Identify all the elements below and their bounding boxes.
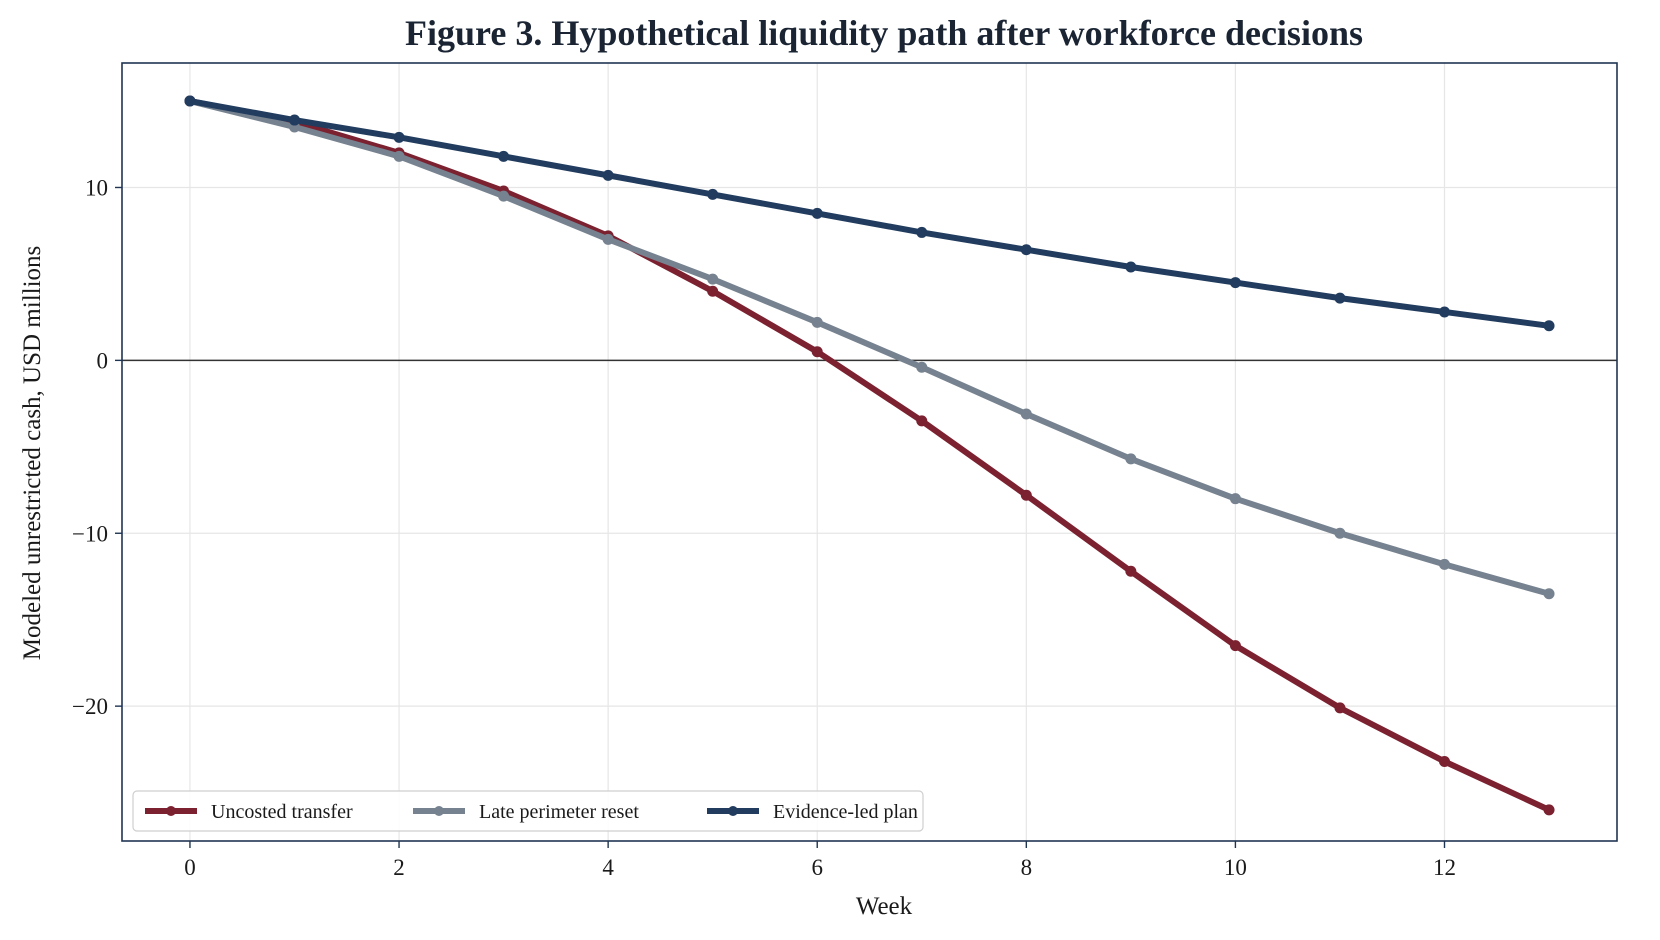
legend-marker-1 (434, 806, 444, 816)
series-0-point-7 (916, 415, 928, 427)
series-0-point-8 (1020, 489, 1032, 501)
series-2-point-0 (184, 95, 196, 107)
series-2-point-8 (1020, 244, 1032, 256)
y-tick-label-3: 10 (85, 175, 108, 200)
plot-frame (121, 62, 1618, 842)
series-0 (184, 95, 1555, 816)
series-2-point-4 (602, 169, 614, 181)
series-0-point-13 (1543, 804, 1555, 816)
y-tick-label-0: −20 (72, 694, 108, 719)
series-line-0 (186, 98, 1553, 813)
series-line-2 (186, 98, 1553, 329)
legend-marker-0 (166, 806, 176, 816)
series-1-point-3 (498, 190, 510, 202)
series-layer (184, 95, 1555, 816)
series-1-point-5 (707, 273, 719, 285)
series-1-point-8 (1020, 408, 1032, 420)
series-2-point-10 (1229, 277, 1241, 289)
series-1-point-9 (1125, 453, 1137, 465)
y-tick-label-1: −10 (72, 521, 108, 546)
x-tick-label-2: 4 (602, 855, 614, 880)
series-1 (184, 95, 1555, 600)
series-2-point-6 (811, 207, 823, 219)
x-axis-label: Week (856, 893, 913, 920)
series-0-point-9 (1125, 565, 1137, 577)
legend-label-2: Evidence-led plan (773, 801, 918, 823)
legend: Uncosted transfer Late perimeter reset Evi… (132, 790, 924, 832)
series-2-point-9 (1125, 261, 1137, 273)
legend-label-0: Uncosted transfer (211, 801, 353, 823)
series-1-point-6 (811, 316, 823, 328)
ticks-layer: 0 2 4 6 8 10 12 −20 −10 0 10 (72, 175, 1456, 880)
series-0-point-6 (811, 346, 823, 358)
x-tick-label-3: 6 (811, 855, 823, 880)
x-tick-label-6: 12 (1433, 855, 1456, 880)
series-1-point-12 (1439, 558, 1450, 570)
series-0-point-10 (1229, 640, 1241, 652)
chart-title: Figure 3. Hypothetical liquidity path af… (405, 13, 1363, 53)
x-tick-label-1: 2 (393, 855, 405, 880)
series-0-point-5 (707, 285, 719, 297)
series-1-point-7 (916, 361, 928, 373)
series-0-point-11 (1334, 702, 1346, 714)
series-2-point-2 (393, 131, 405, 143)
series-1-point-2 (393, 150, 405, 162)
series-line-1 (186, 98, 1553, 597)
series-1-point-13 (1543, 588, 1555, 600)
y-tick-label-2: 0 (97, 348, 109, 373)
grid-layer (122, 63, 1617, 841)
series-2-point-12 (1439, 306, 1450, 318)
series-1-point-4 (602, 233, 614, 245)
series-2 (184, 95, 1555, 332)
series-2-point-11 (1334, 292, 1346, 304)
series-1-point-10 (1229, 493, 1241, 505)
series-2-point-5 (707, 188, 719, 200)
legend-marker-2 (728, 806, 738, 816)
y-axis-label: Modeled unrestricted cash, USD millions (19, 246, 46, 661)
x-tick-label-0: 0 (184, 855, 196, 880)
series-0-point-12 (1439, 755, 1450, 767)
series-2-point-1 (289, 114, 300, 126)
series-2-point-3 (498, 150, 510, 162)
series-1-point-11 (1334, 527, 1346, 539)
series-2-point-7 (916, 226, 928, 238)
legend-label-1: Late perimeter reset (479, 801, 639, 823)
x-tick-label-5: 10 (1224, 855, 1247, 880)
legend-box (132, 790, 924, 832)
series-2-point-13 (1543, 320, 1555, 332)
x-tick-label-4: 8 (1021, 855, 1033, 880)
